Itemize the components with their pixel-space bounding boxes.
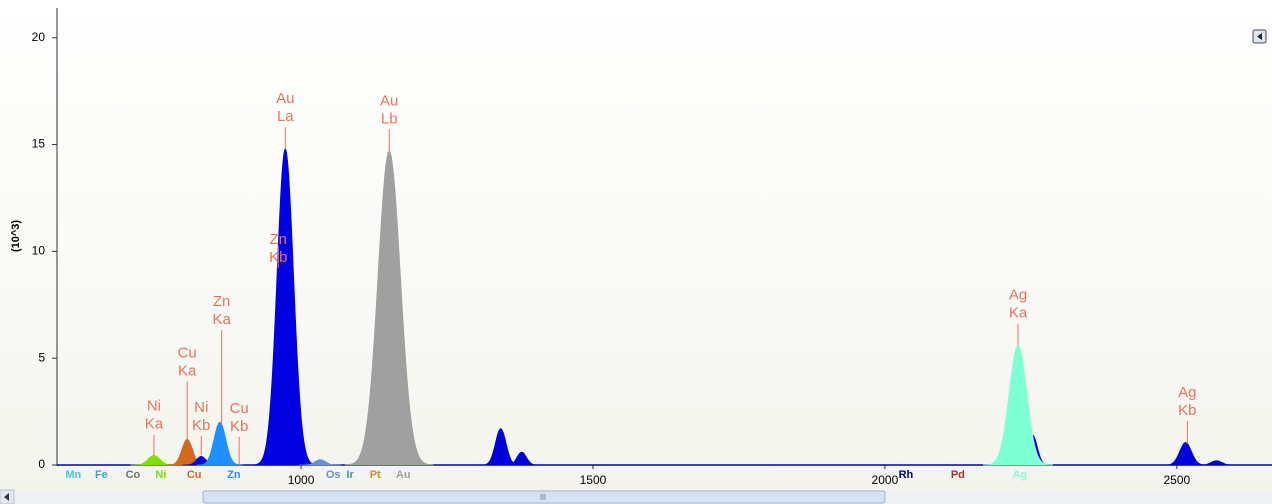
annotation-element: Cu [230, 400, 249, 417]
y-tick-label: 15 [32, 137, 46, 151]
peak [196, 421, 244, 466]
peak [503, 451, 541, 466]
annotation-element: Cu [178, 344, 197, 361]
annotation-element: Ni [194, 399, 208, 416]
element-marker: Au [396, 469, 411, 481]
scrollbar-thumb[interactable] [202, 490, 886, 504]
annotation-element: Ni [147, 398, 161, 415]
annotation-line: Ka [212, 311, 231, 328]
element-marker: Fe [95, 469, 108, 481]
peak [1162, 442, 1209, 466]
scrollbar-grip [540, 494, 546, 500]
y-tick-label: 20 [32, 30, 46, 44]
annotation-element: Ag [1009, 287, 1027, 304]
peak [982, 344, 1054, 466]
x-tick-label: 1500 [580, 473, 607, 487]
y-tick-label: 0 [38, 457, 45, 471]
annotation-element: Zn [270, 231, 288, 248]
element-marker: Rh [899, 469, 914, 481]
annotation-line: Lb [381, 110, 398, 127]
element-marker: Zn [227, 469, 241, 481]
y-axis-label: (10^3) [10, 220, 22, 252]
annotation-line: Ka [1009, 305, 1028, 322]
element-marker: Pd [951, 469, 965, 481]
x-tick-label: 1000 [288, 473, 315, 487]
peak [252, 147, 319, 466]
y-tick-label: 10 [32, 244, 46, 258]
element-marker: Ir [346, 469, 354, 481]
y-tick-label: 5 [38, 350, 45, 364]
peak [299, 459, 342, 466]
annotation-line: Kb [1178, 402, 1196, 419]
element-marker: Co [126, 469, 141, 481]
peak [1195, 460, 1238, 466]
annotation-element: Ag [1178, 384, 1196, 401]
annotation-line: Ka [178, 362, 197, 379]
annotation-line: Ka [145, 416, 164, 433]
scroll-left-icon [4, 493, 9, 501]
annotation-element: Au [276, 90, 294, 107]
element-marker: Mn [65, 469, 81, 481]
element-marker: Ag [1012, 469, 1027, 481]
x-tick-label: 2500 [1163, 473, 1190, 487]
element-marker: Ni [155, 469, 166, 481]
annotation-line: Kb [269, 249, 287, 266]
annotation-element: Zn [213, 293, 231, 310]
peak [344, 150, 434, 466]
annotation-line: Kb [192, 417, 210, 434]
annotation-element: Au [380, 92, 398, 109]
annotation-line: La [277, 108, 294, 125]
element-marker: Pt [370, 469, 381, 481]
x-tick-label: 2000 [872, 473, 899, 487]
options-icon [1257, 33, 1262, 40]
annotation-line: Kb [230, 418, 248, 435]
element-marker: Cu [187, 469, 202, 481]
element-marker: Os [326, 469, 341, 481]
